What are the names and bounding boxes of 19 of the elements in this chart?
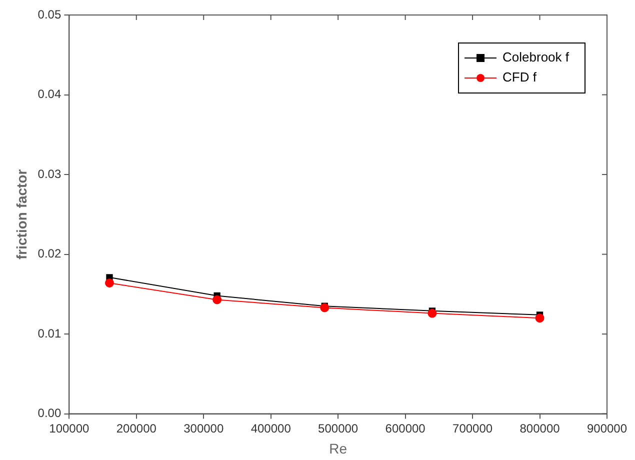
y-tick-label: 0.04 [38, 87, 62, 102]
y-tick-label: 0.01 [38, 326, 62, 340]
x-tick-label: 500000 [318, 421, 358, 436]
legend-label: Colebrook f [502, 50, 570, 65]
legend-label: CFD f [502, 70, 537, 85]
x-axis-title: Re [329, 440, 348, 456]
y-tick-label: 0.05 [38, 7, 62, 22]
x-tick-label: 200000 [116, 421, 157, 436]
y-tick-label: 0.00 [38, 406, 62, 420]
x-tick-label: 900000 [586, 421, 628, 436]
x-tick-label: 800000 [520, 421, 560, 436]
x-tick-label: 300000 [184, 421, 224, 436]
x-tick-label: 700000 [452, 421, 493, 436]
y-tick-label: 0.03 [38, 166, 62, 181]
x-tick-label: 600000 [385, 421, 426, 436]
x-tick-label: 100000 [49, 421, 90, 436]
x-tick-label: 400000 [250, 421, 292, 436]
y-axis-title: friction factor [13, 168, 30, 260]
y-tick-label: 0.02 [38, 246, 62, 261]
